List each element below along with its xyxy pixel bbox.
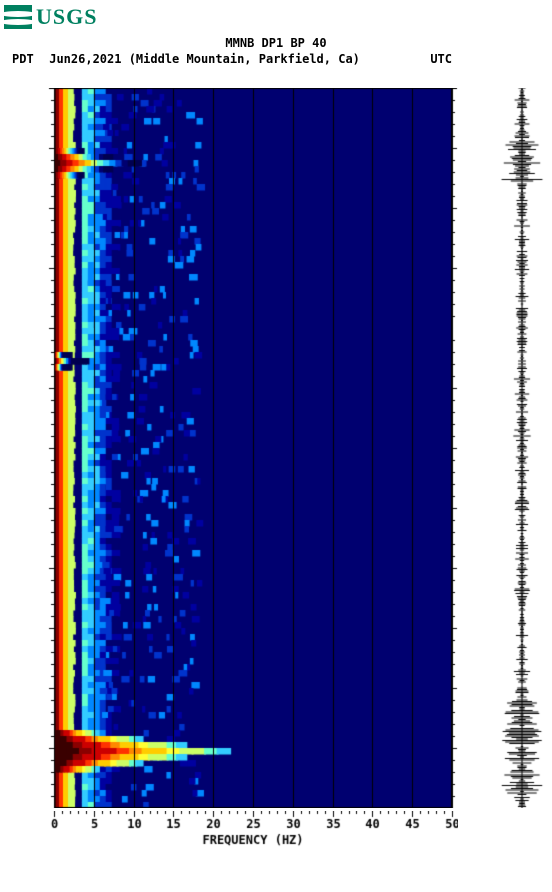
left-tz: PDT bbox=[12, 52, 42, 66]
chart-title: MMNB DP1 BP 40 bbox=[0, 36, 552, 50]
spectrogram-plot bbox=[48, 88, 458, 808]
waveform-trace bbox=[500, 88, 544, 808]
right-tz: UTC bbox=[430, 52, 452, 66]
date-loc: Jun26,2021 (Middle Mountain, Parkfield, … bbox=[49, 52, 360, 66]
frequency-axis bbox=[48, 811, 458, 859]
usgs-logo-text: USGS bbox=[36, 4, 97, 30]
